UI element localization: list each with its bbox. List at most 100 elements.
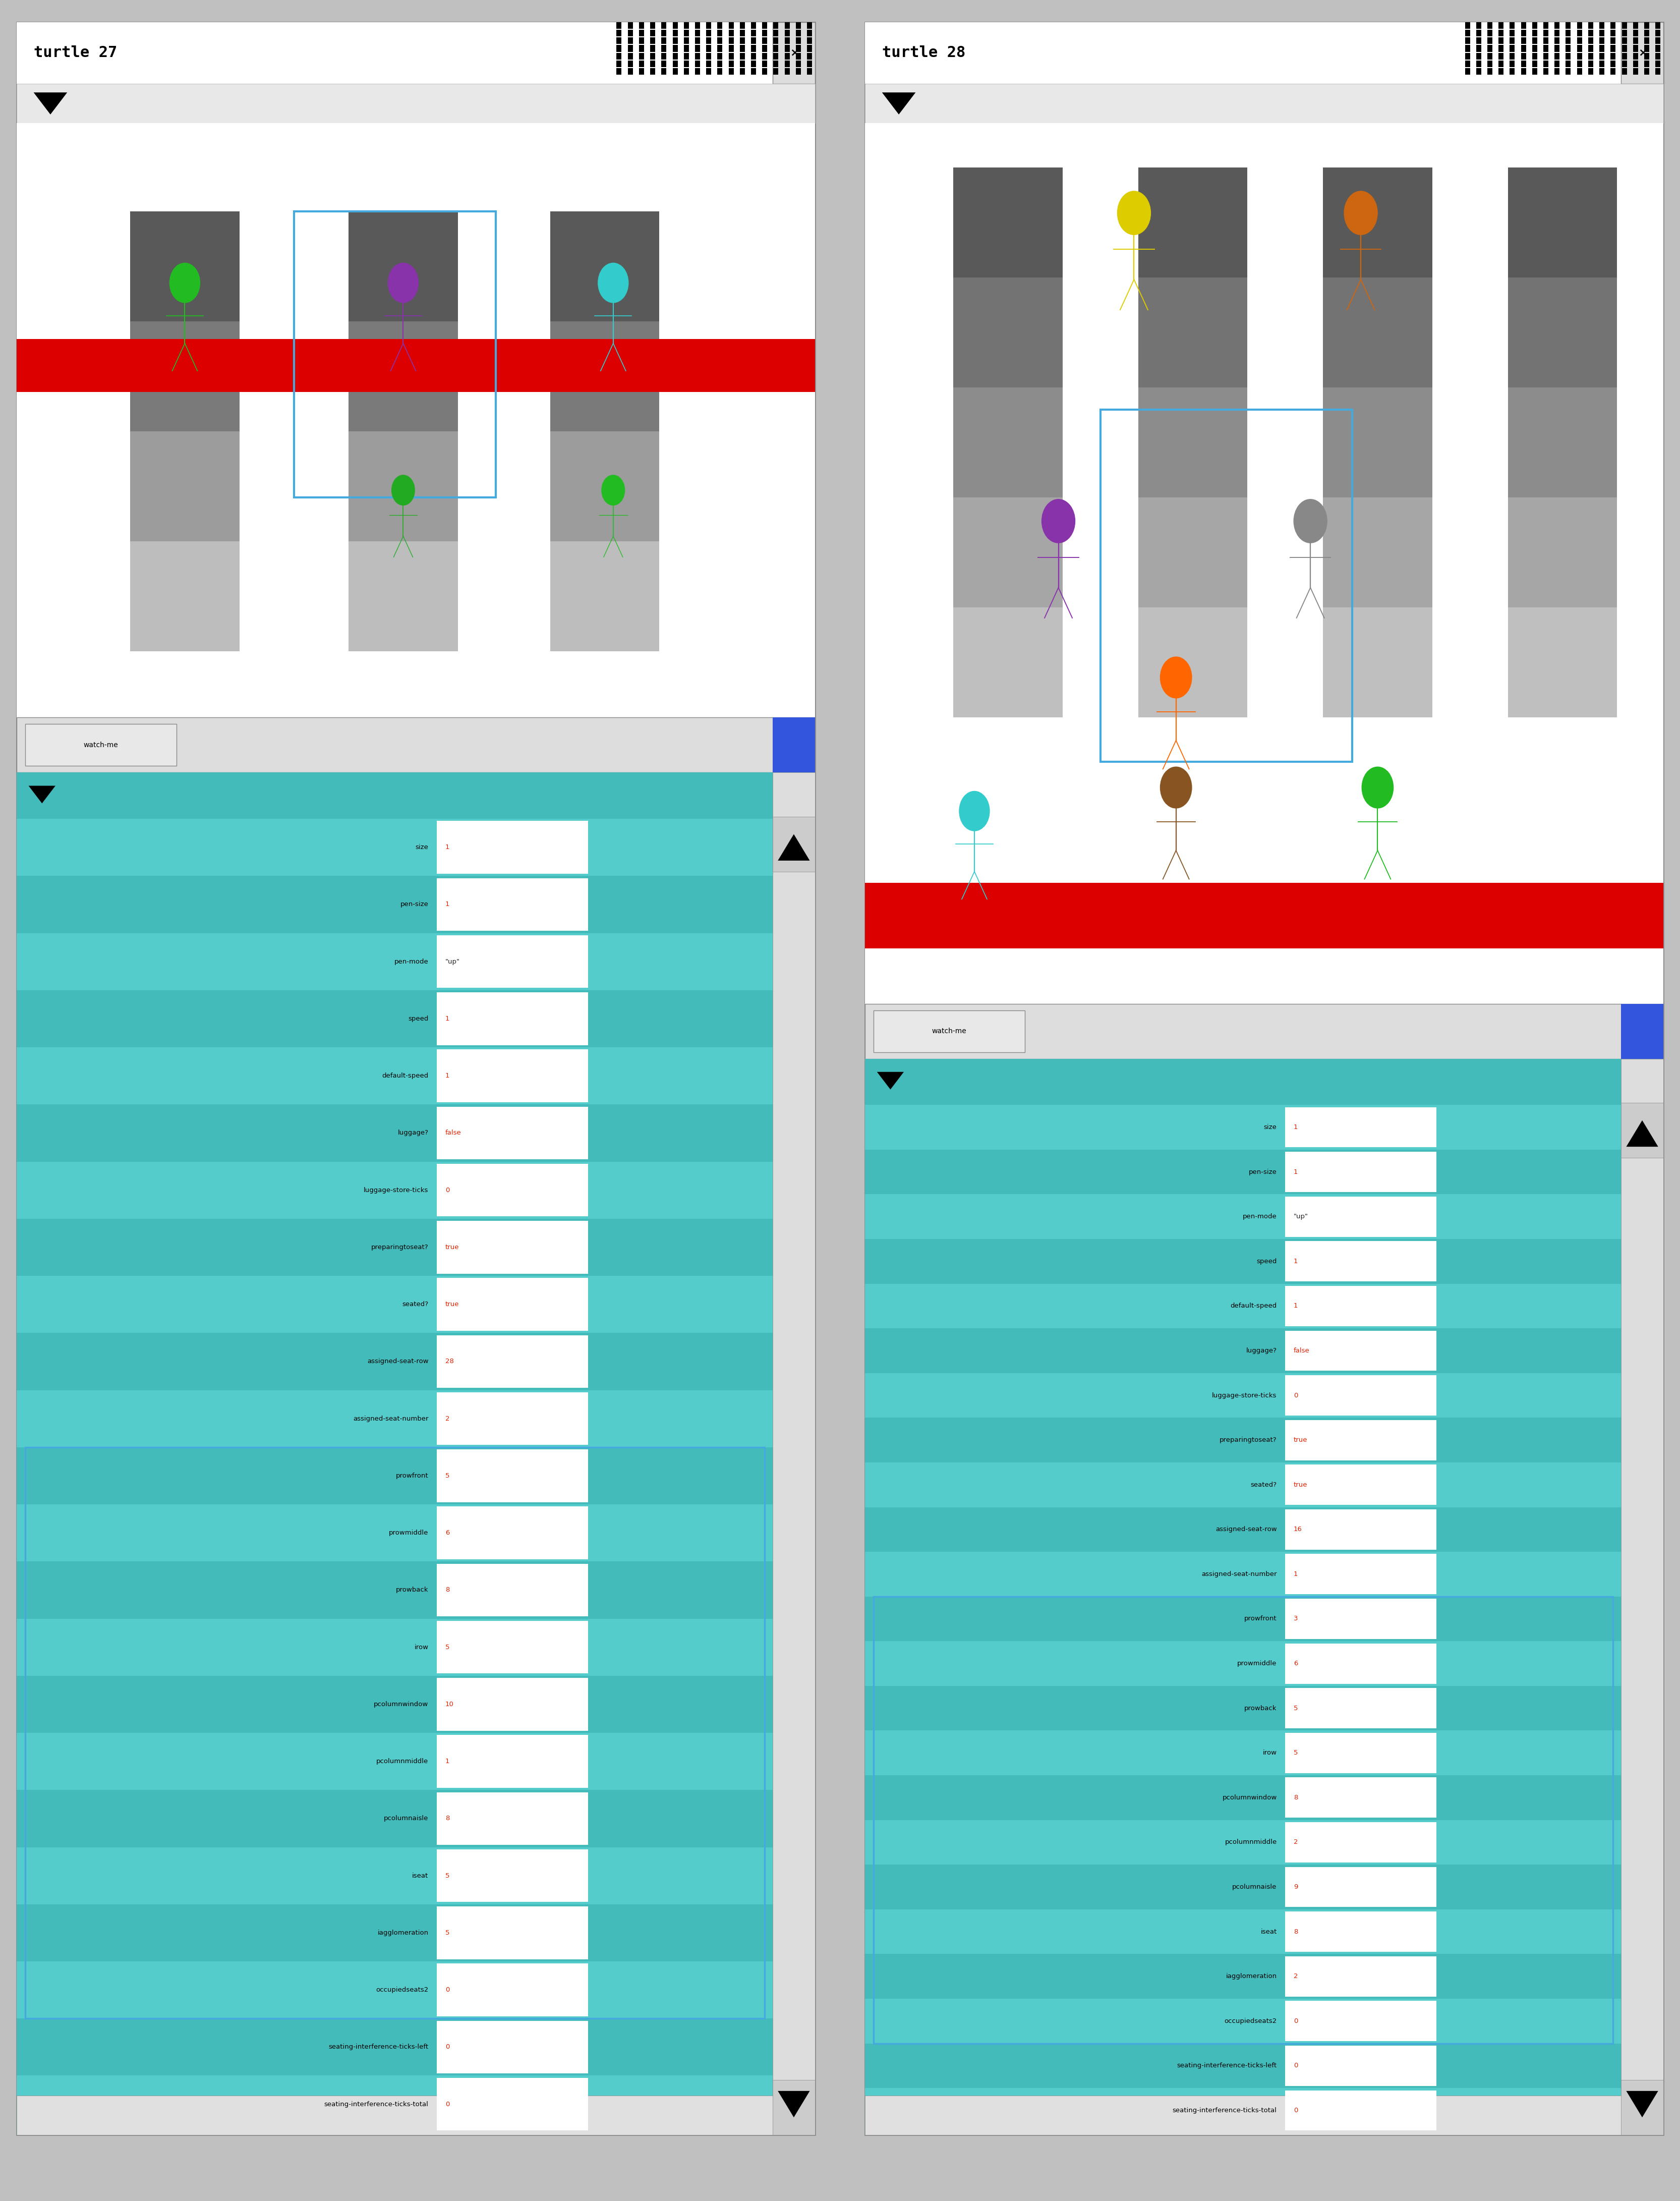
Bar (1578, 22, 1583, 29)
Bar (1633, 31, 1638, 37)
Bar (865, 1239, 1621, 1283)
Bar (1509, 277, 1616, 387)
Bar (684, 46, 689, 53)
Bar (1645, 59, 1650, 66)
Bar (1566, 68, 1571, 75)
Text: 28: 28 (445, 1358, 454, 1365)
Bar (1285, 2045, 1436, 2087)
Bar (662, 46, 667, 53)
Bar (437, 1393, 588, 1446)
Bar (739, 31, 744, 37)
Bar (1509, 387, 1616, 497)
Text: false: false (1294, 1347, 1310, 1354)
Bar (131, 541, 240, 651)
Bar (1621, 59, 1626, 66)
Bar (17, 1448, 773, 1503)
Bar (17, 773, 815, 2135)
Bar (1499, 37, 1504, 44)
Text: irow: irow (1263, 1750, 1277, 1756)
Bar (1285, 1510, 1436, 1550)
Bar (717, 68, 722, 75)
Bar (1285, 1464, 1436, 1505)
Bar (763, 46, 768, 53)
Bar (1324, 167, 1431, 277)
Bar (1655, 22, 1660, 29)
Text: 0: 0 (445, 2102, 450, 2109)
Text: ×: × (790, 48, 800, 57)
Bar (1633, 22, 1638, 29)
FancyBboxPatch shape (874, 1010, 1025, 1052)
Bar (706, 53, 711, 59)
Text: preparingtoseat?: preparingtoseat? (371, 1244, 428, 1250)
Bar (17, 1675, 773, 1732)
Bar (638, 68, 643, 75)
Circle shape (1161, 656, 1191, 698)
Bar (1544, 46, 1549, 53)
Bar (796, 46, 801, 53)
Bar (1285, 1822, 1436, 1862)
Circle shape (1362, 766, 1393, 808)
Bar (1599, 68, 1604, 75)
Bar (1611, 68, 1616, 75)
Text: prowmiddle: prowmiddle (1236, 1660, 1277, 1666)
Text: 0: 0 (445, 2045, 450, 2051)
Bar (1588, 68, 1593, 75)
Bar (1465, 53, 1470, 59)
Bar (1499, 59, 1504, 66)
Bar (672, 22, 677, 29)
Bar (1510, 68, 1515, 75)
Bar (1655, 68, 1660, 75)
Bar (1532, 68, 1537, 75)
Bar (1566, 31, 1571, 37)
Bar (1487, 68, 1492, 75)
Bar (773, 59, 778, 66)
Bar (717, 31, 722, 37)
Bar (1510, 59, 1515, 66)
Bar (551, 321, 660, 431)
Text: 8: 8 (1294, 1794, 1299, 1800)
Bar (1611, 31, 1616, 37)
Bar (773, 22, 815, 84)
Text: iagglomeration: iagglomeration (378, 1930, 428, 1937)
Bar (1621, 1004, 1663, 1059)
Bar (785, 37, 790, 44)
Circle shape (1344, 191, 1378, 236)
Bar (17, 1961, 773, 2018)
Text: 5: 5 (1294, 1706, 1299, 1712)
Text: true: true (445, 1301, 459, 1307)
Bar (638, 46, 643, 53)
Bar (1645, 37, 1650, 44)
Bar (1487, 46, 1492, 53)
Bar (1621, 1103, 1663, 1158)
Text: pcolumnaisle: pcolumnaisle (383, 1816, 428, 1822)
Bar (17, 1048, 773, 1105)
Bar (1520, 37, 1525, 44)
Bar (1566, 46, 1571, 53)
Bar (1588, 37, 1593, 44)
Text: 8: 8 (1294, 1928, 1299, 1935)
Polygon shape (29, 786, 55, 803)
Bar (662, 59, 667, 66)
Bar (437, 821, 588, 874)
Text: prowfront: prowfront (396, 1472, 428, 1479)
Text: "up": "up" (1294, 1213, 1309, 1219)
Bar (672, 68, 677, 75)
Text: 1: 1 (1294, 1169, 1299, 1175)
Bar (437, 1849, 588, 1902)
Bar (638, 53, 643, 59)
Bar (628, 46, 633, 53)
Bar (1599, 22, 1604, 29)
Bar (1509, 167, 1616, 277)
Text: true: true (1294, 1437, 1307, 1444)
Text: pen-mode: pen-mode (395, 957, 428, 964)
Bar (806, 46, 811, 53)
Bar (739, 22, 744, 29)
Text: ×: × (1638, 48, 1648, 57)
Bar (684, 53, 689, 59)
Bar (865, 1776, 1621, 1820)
Bar (1487, 53, 1492, 59)
Bar (628, 31, 633, 37)
Circle shape (601, 475, 625, 506)
Text: size: size (415, 843, 428, 850)
Text: occupiedseats2: occupiedseats2 (1225, 2018, 1277, 2025)
